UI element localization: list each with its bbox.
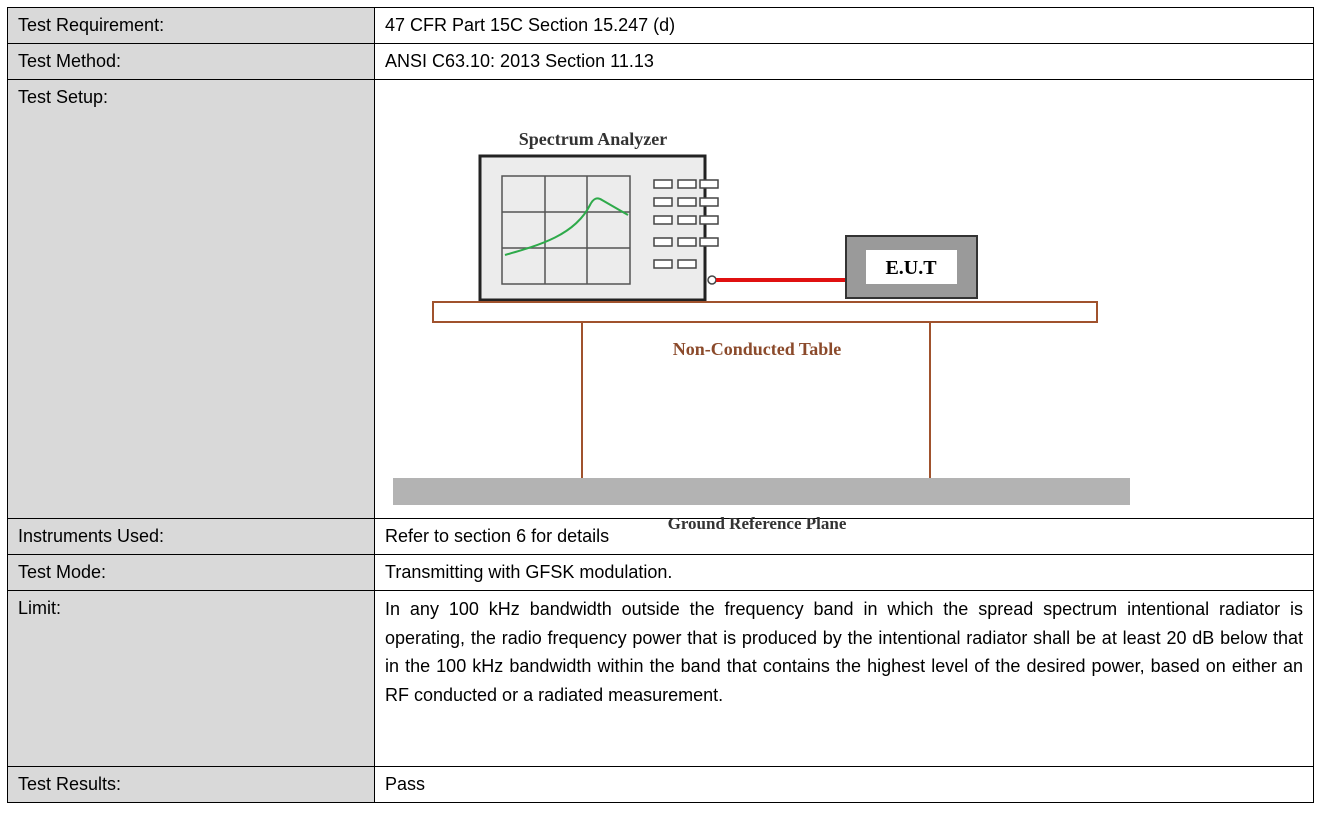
analyzer-label: Spectrum Analyzer: [519, 129, 667, 149]
spectrum-trace: [504, 197, 629, 256]
table-label: Non-Conducted Table: [673, 339, 842, 359]
row-label: Instruments Used:: [7, 518, 375, 555]
ground-plane: [393, 478, 1130, 505]
table-top: [432, 301, 1098, 323]
row-value: In any 100 kHz bandwidth outside the fre…: [374, 590, 1314, 767]
analyzer-buttons: [653, 179, 719, 285]
eut-label: E.U.T: [885, 257, 937, 279]
analyzer-body: [478, 154, 707, 302]
ground-label: Ground Reference Plane: [668, 514, 847, 533]
row-label: Test Requirement:: [7, 7, 375, 44]
analyzer-screen: [501, 175, 631, 285]
row-value: Pass: [374, 766, 1314, 803]
row-label: Test Setup:: [7, 79, 375, 519]
eut-label-box: [866, 250, 957, 284]
row-label: Test Results:: [7, 766, 375, 803]
